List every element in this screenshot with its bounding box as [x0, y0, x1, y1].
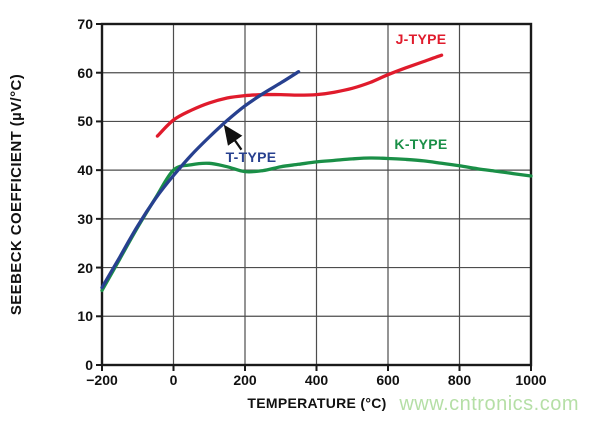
y-tick-label-60: 60	[77, 64, 93, 81]
x-tick-label-600: 600	[376, 372, 400, 388]
series-label-j-type: J-TYPE	[395, 31, 447, 47]
y-tick-label-0: 0	[85, 357, 93, 373]
x-tick-label--200: −200	[86, 372, 118, 388]
series-label-t-type: T-TYPE	[225, 149, 277, 165]
x-tick-label-800: 800	[447, 372, 472, 388]
curve-j-type	[155, 53, 444, 138]
y-tick-label-70: 70	[77, 16, 93, 32]
x-tick-label-1000: 1000	[515, 372, 547, 388]
series-label-k-type: K-TYPE	[394, 136, 448, 152]
x-tick-label-400: 400	[304, 372, 329, 388]
curve-k-type	[100, 156, 533, 293]
y-tick-label-30: 30	[77, 210, 93, 227]
curve-t-type	[100, 70, 301, 290]
t-type-annotation-arrow	[223, 124, 243, 151]
y-tick-label-20: 20	[77, 259, 93, 276]
watermark: www.cntronics.com	[399, 393, 579, 415]
y-tick-label-10: 10	[77, 308, 93, 325]
y-tick-label-40: 40	[77, 162, 93, 179]
y-axis-title: SEEBECK COEFFICIENT (µV/°C)	[8, 73, 26, 316]
y-tick-label-50: 50	[77, 113, 93, 130]
y-axis-title-wrap: SEEBECK COEFFICIENT (µV/°C)	[2, 24, 32, 365]
x-tick-label-0: 0	[169, 372, 178, 388]
x-tick-label-200: 200	[233, 372, 257, 388]
x-axis-title: TEMPERATURE (°C)	[247, 395, 387, 411]
